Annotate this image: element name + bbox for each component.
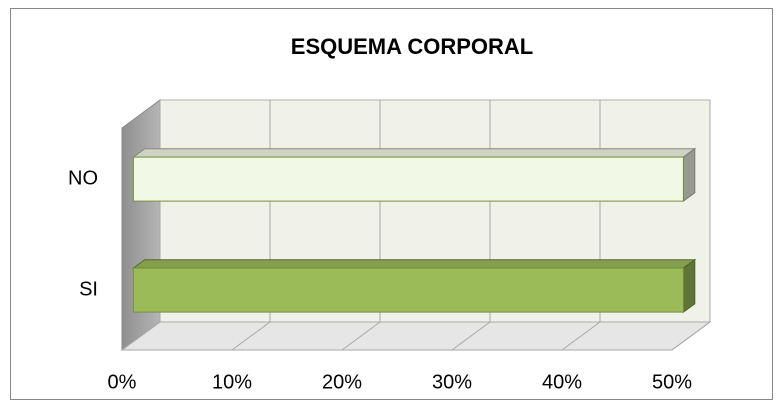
floor-line (231, 321, 271, 351)
x-tick-label: 20% (322, 371, 362, 393)
bar-end (682, 258, 696, 314)
y-tick-label: NO (68, 167, 98, 189)
y-tick-label: SI (79, 278, 98, 300)
floor-line (671, 321, 711, 351)
floor-line (341, 321, 381, 351)
chart-title: ESQUEMA CORPORAL (291, 34, 533, 59)
x-tick-label: 50% (652, 371, 692, 393)
bar-top (131, 148, 697, 158)
bar (132, 267, 684, 313)
bar-top (131, 259, 697, 269)
x-tick-label: 10% (212, 371, 252, 393)
x-tick-label: 40% (542, 371, 582, 393)
x-tick-label: 30% (432, 371, 472, 393)
floor-line (561, 321, 601, 351)
floor (120, 321, 712, 351)
floor-line (121, 321, 161, 351)
x-tick-label: 0% (108, 371, 137, 393)
bar (132, 156, 684, 202)
floor-line (451, 321, 491, 351)
bar-end (682, 147, 696, 203)
